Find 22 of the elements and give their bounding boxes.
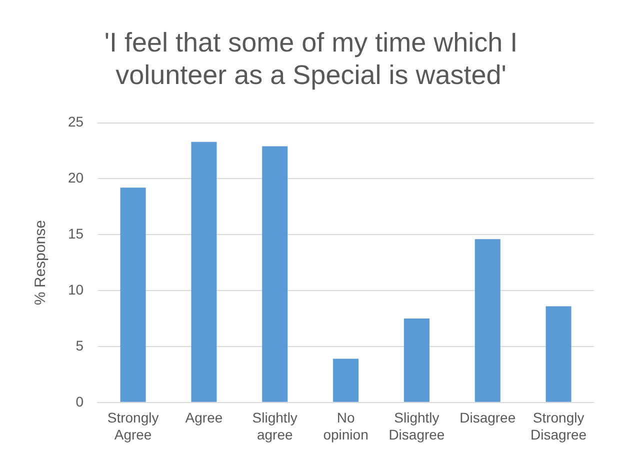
y-tick-label: 25 (68, 114, 84, 130)
bar (191, 142, 217, 402)
x-tick-label: No opinion (323, 410, 368, 442)
x-tick-label: Strongly Agree (107, 410, 159, 442)
bar (474, 239, 500, 402)
bar (262, 146, 288, 402)
bar (333, 358, 359, 402)
bar (404, 318, 430, 402)
x-tick-label: Slightly Disagree (388, 410, 445, 442)
x-tick-label: Slightly agree (252, 410, 298, 442)
bar (120, 188, 146, 402)
chart-title: 'I feel that some of my time which I volunteer as a Special is wasted' (104, 28, 518, 90)
y-tick-label: 15 (68, 226, 84, 242)
y-tick-label: 0 (76, 393, 84, 410)
bar (546, 306, 572, 402)
y-tick-label: 20 (68, 170, 84, 186)
y-tick-label: 5 (76, 337, 84, 354)
y-axis-title: % Response (32, 220, 50, 306)
x-tick-label: Disagree (460, 410, 516, 426)
y-tick-label: 10 (68, 281, 84, 298)
x-tick-label: Strongly Disagree (530, 410, 587, 442)
x-tick-label: Agree (185, 410, 223, 426)
